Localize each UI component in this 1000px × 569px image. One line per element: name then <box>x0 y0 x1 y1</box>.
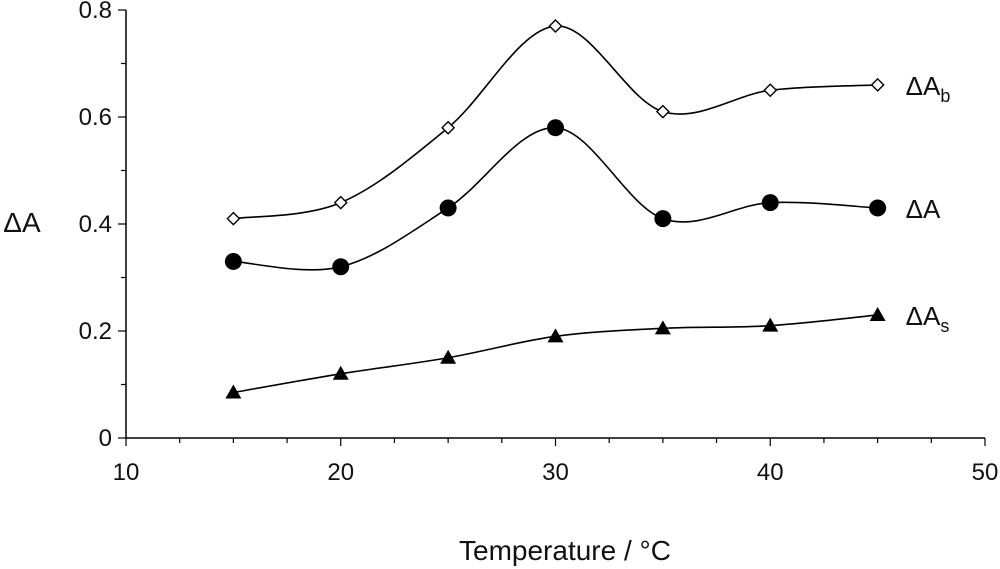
circle-point <box>869 199 887 217</box>
circle-point <box>332 258 350 276</box>
series-line <box>233 314 878 394</box>
diamond-point <box>548 19 563 34</box>
y-axis-title: ΔA <box>3 207 41 238</box>
x-tick-label: 20 <box>327 459 354 486</box>
series-label: ΔAs <box>906 301 950 336</box>
series-label-main: ΔA <box>906 71 941 101</box>
series-2: ΔA <box>224 119 941 276</box>
circle-point <box>224 252 242 270</box>
triangle-point <box>654 320 671 335</box>
x-axis-title: Temperature / °C <box>459 535 671 566</box>
triangle-point <box>332 365 349 380</box>
triangle-point <box>440 349 457 364</box>
x-tick-label: 40 <box>757 459 784 486</box>
series-label-main: ΔA <box>906 194 941 224</box>
circle-point <box>439 199 457 217</box>
x-tick-label: 50 <box>972 459 999 486</box>
series-3: ΔAs <box>225 301 949 399</box>
series-label: ΔA <box>906 194 941 224</box>
circle-point <box>547 119 564 137</box>
x-tick-label: 10 <box>113 459 140 486</box>
triangle-point <box>762 317 779 332</box>
triangle-point <box>225 384 242 399</box>
series-label-main: ΔA <box>906 301 941 331</box>
circle-point <box>654 210 672 228</box>
series-1: ΔAb <box>226 19 951 226</box>
chart-ticks: 0 0.2 0.4 0.6 0.8 10 20 30 40 50 <box>79 0 999 486</box>
x-tick-label: 30 <box>542 459 569 486</box>
series-label: ΔAb <box>906 71 951 106</box>
y-tick-label: 0.4 <box>79 211 112 238</box>
y-tick-label: 0.8 <box>79 0 112 24</box>
diamond-point <box>655 104 670 119</box>
series-label-subscript: b <box>940 86 950 106</box>
diamond-point <box>333 195 348 210</box>
series-label-subscript: s <box>940 316 949 336</box>
triangle-point <box>869 306 886 321</box>
diamond-point <box>870 77 885 92</box>
series-line <box>233 126 878 271</box>
y-tick-label: 0 <box>99 425 112 452</box>
triangle-point <box>547 328 564 343</box>
y-tick-label: 0.2 <box>79 318 112 345</box>
diamond-point <box>226 211 241 226</box>
y-tick-label: 0.6 <box>79 104 112 131</box>
diamond-point <box>441 120 456 135</box>
circle-point <box>761 194 779 212</box>
chart-axes <box>125 10 985 439</box>
diamond-point <box>763 83 778 98</box>
